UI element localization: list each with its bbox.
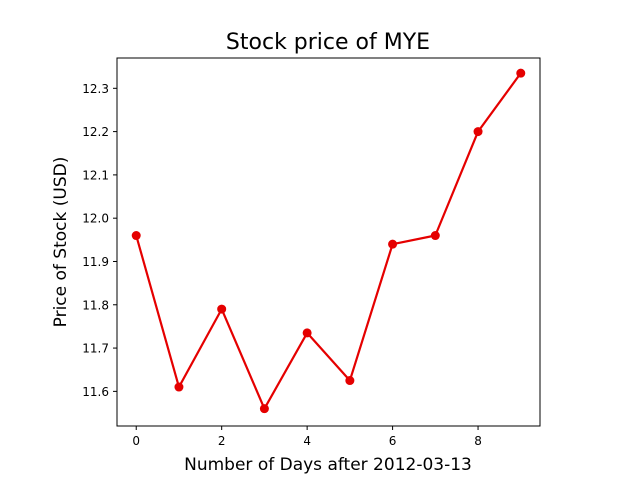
data-point <box>259 404 269 414</box>
data-point <box>302 328 312 338</box>
data-point <box>388 239 398 249</box>
y-tick-label: 11.7 <box>82 342 109 356</box>
data-point <box>174 382 184 392</box>
x-tick-label: 0 <box>132 434 140 448</box>
x-tick-label: 8 <box>474 434 482 448</box>
x-tick-label: 4 <box>303 434 311 448</box>
y-axis-ticks: 11.6 11.7 11.8 11.9 12.0 12.1 12.2 12.3 <box>82 82 117 399</box>
data-point <box>473 127 483 137</box>
axes-frame <box>116 57 541 427</box>
x-axis-ticks: 0 2 4 6 8 <box>132 426 482 448</box>
data-point <box>516 68 526 78</box>
y-tick-label: 11.9 <box>82 255 109 269</box>
plot-area <box>131 68 526 414</box>
y-tick-label: 12.0 <box>82 212 109 226</box>
x-tick-label: 2 <box>218 434 226 448</box>
chart-title: Stock price of MYE <box>226 30 430 55</box>
data-point <box>430 231 440 241</box>
y-axis-label: Price of Stock (USD) <box>51 157 71 328</box>
y-tick-label: 11.6 <box>82 385 109 399</box>
series-line <box>135 72 522 410</box>
y-tick-label: 12.1 <box>82 168 109 182</box>
data-point <box>131 231 141 241</box>
y-tick-label: 11.8 <box>82 298 109 312</box>
x-axis-label: Number of Days after 2012-03-13 <box>184 455 472 475</box>
x-tick-label: 6 <box>389 434 397 448</box>
data-point <box>217 304 227 314</box>
data-point <box>345 376 355 386</box>
y-tick-label: 12.3 <box>82 82 109 96</box>
y-tick-label: 12.2 <box>82 125 109 139</box>
